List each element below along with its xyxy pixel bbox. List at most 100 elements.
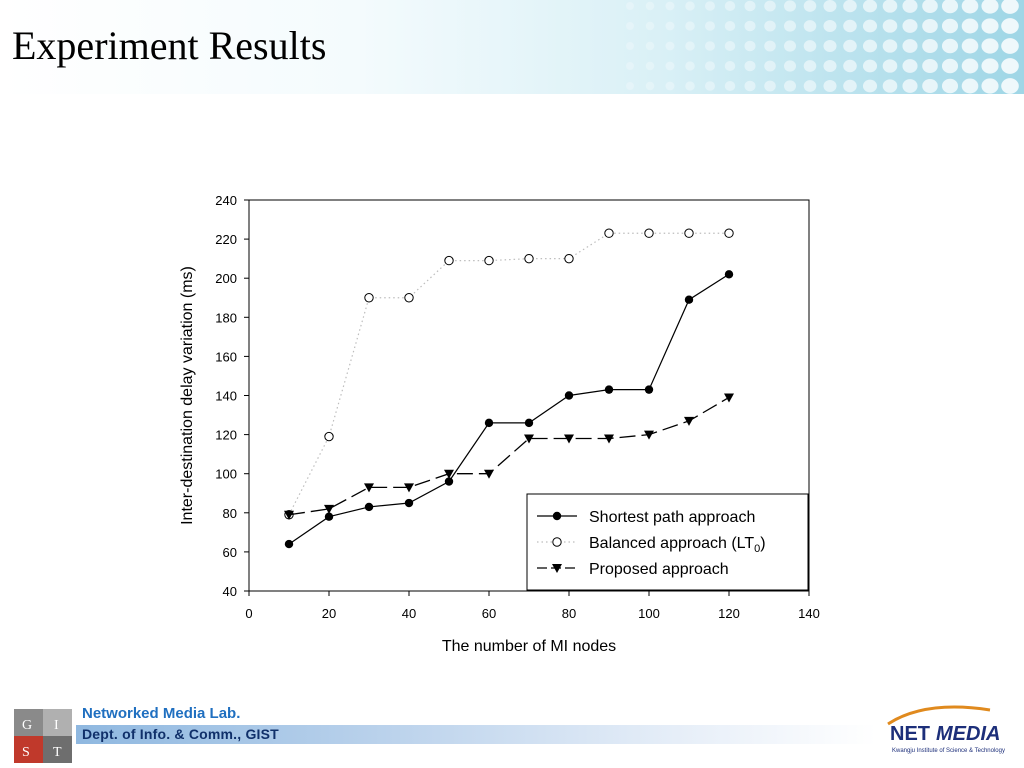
- header-dot: [764, 40, 776, 52]
- header-dot: [823, 59, 837, 73]
- gist-letter-t: T: [53, 745, 62, 760]
- series-balanced-approach-lt-point: [644, 228, 654, 238]
- header-dot: [645, 1, 655, 11]
- header-dot: [1001, 18, 1019, 34]
- series-proposed-approach-point: [284, 510, 294, 520]
- series-layer: [284, 228, 734, 549]
- footer: G I S T Networked Media Lab. Dept. of In…: [0, 700, 1024, 768]
- series-balanced-approach-lt-point: [324, 431, 334, 442]
- y-tick-label: 180: [215, 310, 237, 325]
- header-dot: [626, 22, 634, 30]
- x-tick-label: 0: [245, 606, 252, 621]
- header-dot: [783, 0, 797, 12]
- department-name: Dept. of Info. & Comm., GIST: [82, 726, 279, 742]
- header-dot: [961, 78, 979, 94]
- header-dot: [803, 80, 817, 92]
- header-dot: [981, 58, 999, 74]
- header-dot: [803, 60, 817, 72]
- header-dot: [922, 78, 938, 94]
- y-tick-label: 60: [223, 545, 237, 560]
- header-dot: [626, 82, 634, 90]
- series-shortest-path-approach-point: [724, 270, 734, 279]
- header-dot: [902, 39, 918, 53]
- header-dot: [665, 61, 675, 71]
- header-dot: [981, 38, 999, 54]
- header-dot: [724, 60, 736, 72]
- header-dot: [685, 81, 695, 91]
- header-band: [0, 0, 1024, 94]
- header-dot: [665, 41, 675, 51]
- header-dot: [704, 21, 716, 31]
- series-shortest-path-approach-line: [288, 273, 730, 545]
- header-dot: [764, 20, 776, 32]
- series-balanced-approach-lt-point: [604, 228, 614, 238]
- header-dot: [922, 0, 938, 14]
- header-dot: [626, 2, 634, 10]
- header-dot: [981, 0, 999, 14]
- header-dot: [724, 0, 736, 12]
- series-shortest-path-approach-point: [604, 385, 614, 394]
- series-shortest-path-approach-point: [324, 512, 334, 521]
- header-dot: [941, 18, 959, 34]
- header-dot: [981, 18, 999, 34]
- header-dot: [724, 40, 736, 52]
- x-axis: 0 20 40 60 80 100 120 140: [245, 591, 820, 621]
- header-dot: [882, 79, 898, 93]
- header-dot: [803, 40, 817, 52]
- header-dot: [843, 79, 857, 93]
- header-dot: [626, 62, 634, 70]
- y-tick-label: 120: [215, 428, 237, 443]
- header-dot: [626, 42, 634, 50]
- series-proposed-approach-point: [364, 483, 374, 493]
- series-balanced-approach-lt-point: [724, 228, 734, 238]
- series-balanced-approach-lt-point: [484, 255, 494, 266]
- header-dot: [922, 58, 938, 74]
- header-dot: [645, 81, 655, 91]
- series-shortest-path-approach-point: [644, 385, 654, 394]
- gist-letter-g: G: [22, 718, 32, 733]
- series-shortest-path-approach-point: [284, 539, 294, 549]
- header-dot: [902, 79, 918, 93]
- header-dot: [645, 61, 655, 71]
- header-dot: [744, 40, 756, 52]
- header-dot-pattern: [626, 0, 1019, 94]
- header-dot: [941, 78, 959, 94]
- series-proposed-approach-point: [324, 504, 334, 514]
- header-dot: [922, 18, 938, 34]
- x-tick-label: 40: [402, 606, 416, 621]
- header-dot: [941, 38, 959, 54]
- header-dot: [783, 20, 797, 32]
- header-dot: [862, 59, 878, 73]
- header-dot: [744, 20, 756, 32]
- y-tick-label: 240: [215, 193, 237, 208]
- header-dot: [862, 39, 878, 53]
- series-proposed-approach-point: [444, 469, 454, 479]
- series-shortest-path-approach-point: [524, 418, 534, 428]
- header-dot: [981, 78, 999, 94]
- header-dot: [862, 0, 878, 13]
- header-dot: [685, 1, 695, 11]
- header-dot: [961, 38, 979, 54]
- header-dot: [902, 59, 918, 73]
- header-dot: [724, 20, 736, 32]
- header-dot: [704, 81, 716, 91]
- header-dot: [843, 59, 857, 73]
- header-dot: [941, 58, 959, 74]
- header-dot: [941, 0, 959, 14]
- header-dot: [685, 41, 695, 51]
- x-tick-label: 80: [562, 606, 576, 621]
- header-dot: [882, 0, 898, 13]
- gist-letter-i: I: [54, 718, 59, 733]
- netmedia-swoosh: [887, 705, 991, 726]
- header-dot: [803, 0, 817, 12]
- x-tick-label: 60: [482, 606, 496, 621]
- series-proposed-approach-point: [644, 430, 654, 440]
- series-shortest-path-approach-point: [484, 418, 494, 428]
- header-dot: [862, 79, 878, 93]
- netmedia-word-media: MEDIA: [936, 723, 1000, 745]
- series-proposed-approach-point: [724, 393, 734, 403]
- header-dot: [882, 19, 898, 33]
- header-dot: [882, 39, 898, 53]
- header-dot: [1001, 38, 1019, 54]
- legend-label: Balanced approach (LT0): [589, 535, 766, 555]
